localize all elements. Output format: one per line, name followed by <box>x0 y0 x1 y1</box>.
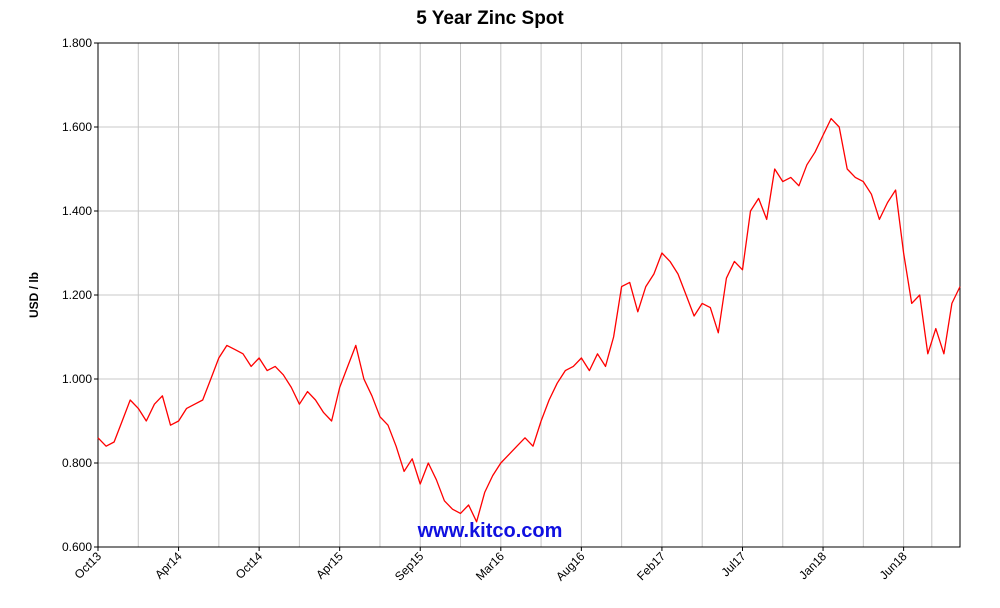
x-tick-label: Apr14 <box>152 549 185 582</box>
x-tick-label: Oct14 <box>233 549 266 582</box>
y-tick-label: 1.400 <box>62 204 92 218</box>
x-tick-label: Mar16 <box>473 549 507 583</box>
x-tick-label: Jan18 <box>796 549 829 582</box>
x-tick-label: Sep15 <box>392 549 427 584</box>
x-tick-label: Feb17 <box>634 549 668 583</box>
y-tick-label: 1.600 <box>62 120 92 134</box>
y-tick-label: 1.000 <box>62 372 92 386</box>
x-tick-label: Jul17 <box>718 549 748 579</box>
x-tick-label: Jun18 <box>877 549 910 582</box>
chart-title: 5 Year Zinc Spot <box>416 8 564 29</box>
y-axis-label: USD / lb <box>27 272 41 318</box>
y-tick-label: 0.600 <box>62 540 92 554</box>
x-tick-label: Aug16 <box>553 549 588 584</box>
y-tick-label: 0.800 <box>62 456 92 470</box>
y-tick-label: 1.800 <box>62 36 92 50</box>
x-tick-label: Apr15 <box>313 549 346 582</box>
watermark: www.kitco.com <box>417 520 563 542</box>
plot-frame <box>97 42 961 548</box>
price-line <box>97 117 961 523</box>
y-tick-label: 1.200 <box>62 288 92 302</box>
